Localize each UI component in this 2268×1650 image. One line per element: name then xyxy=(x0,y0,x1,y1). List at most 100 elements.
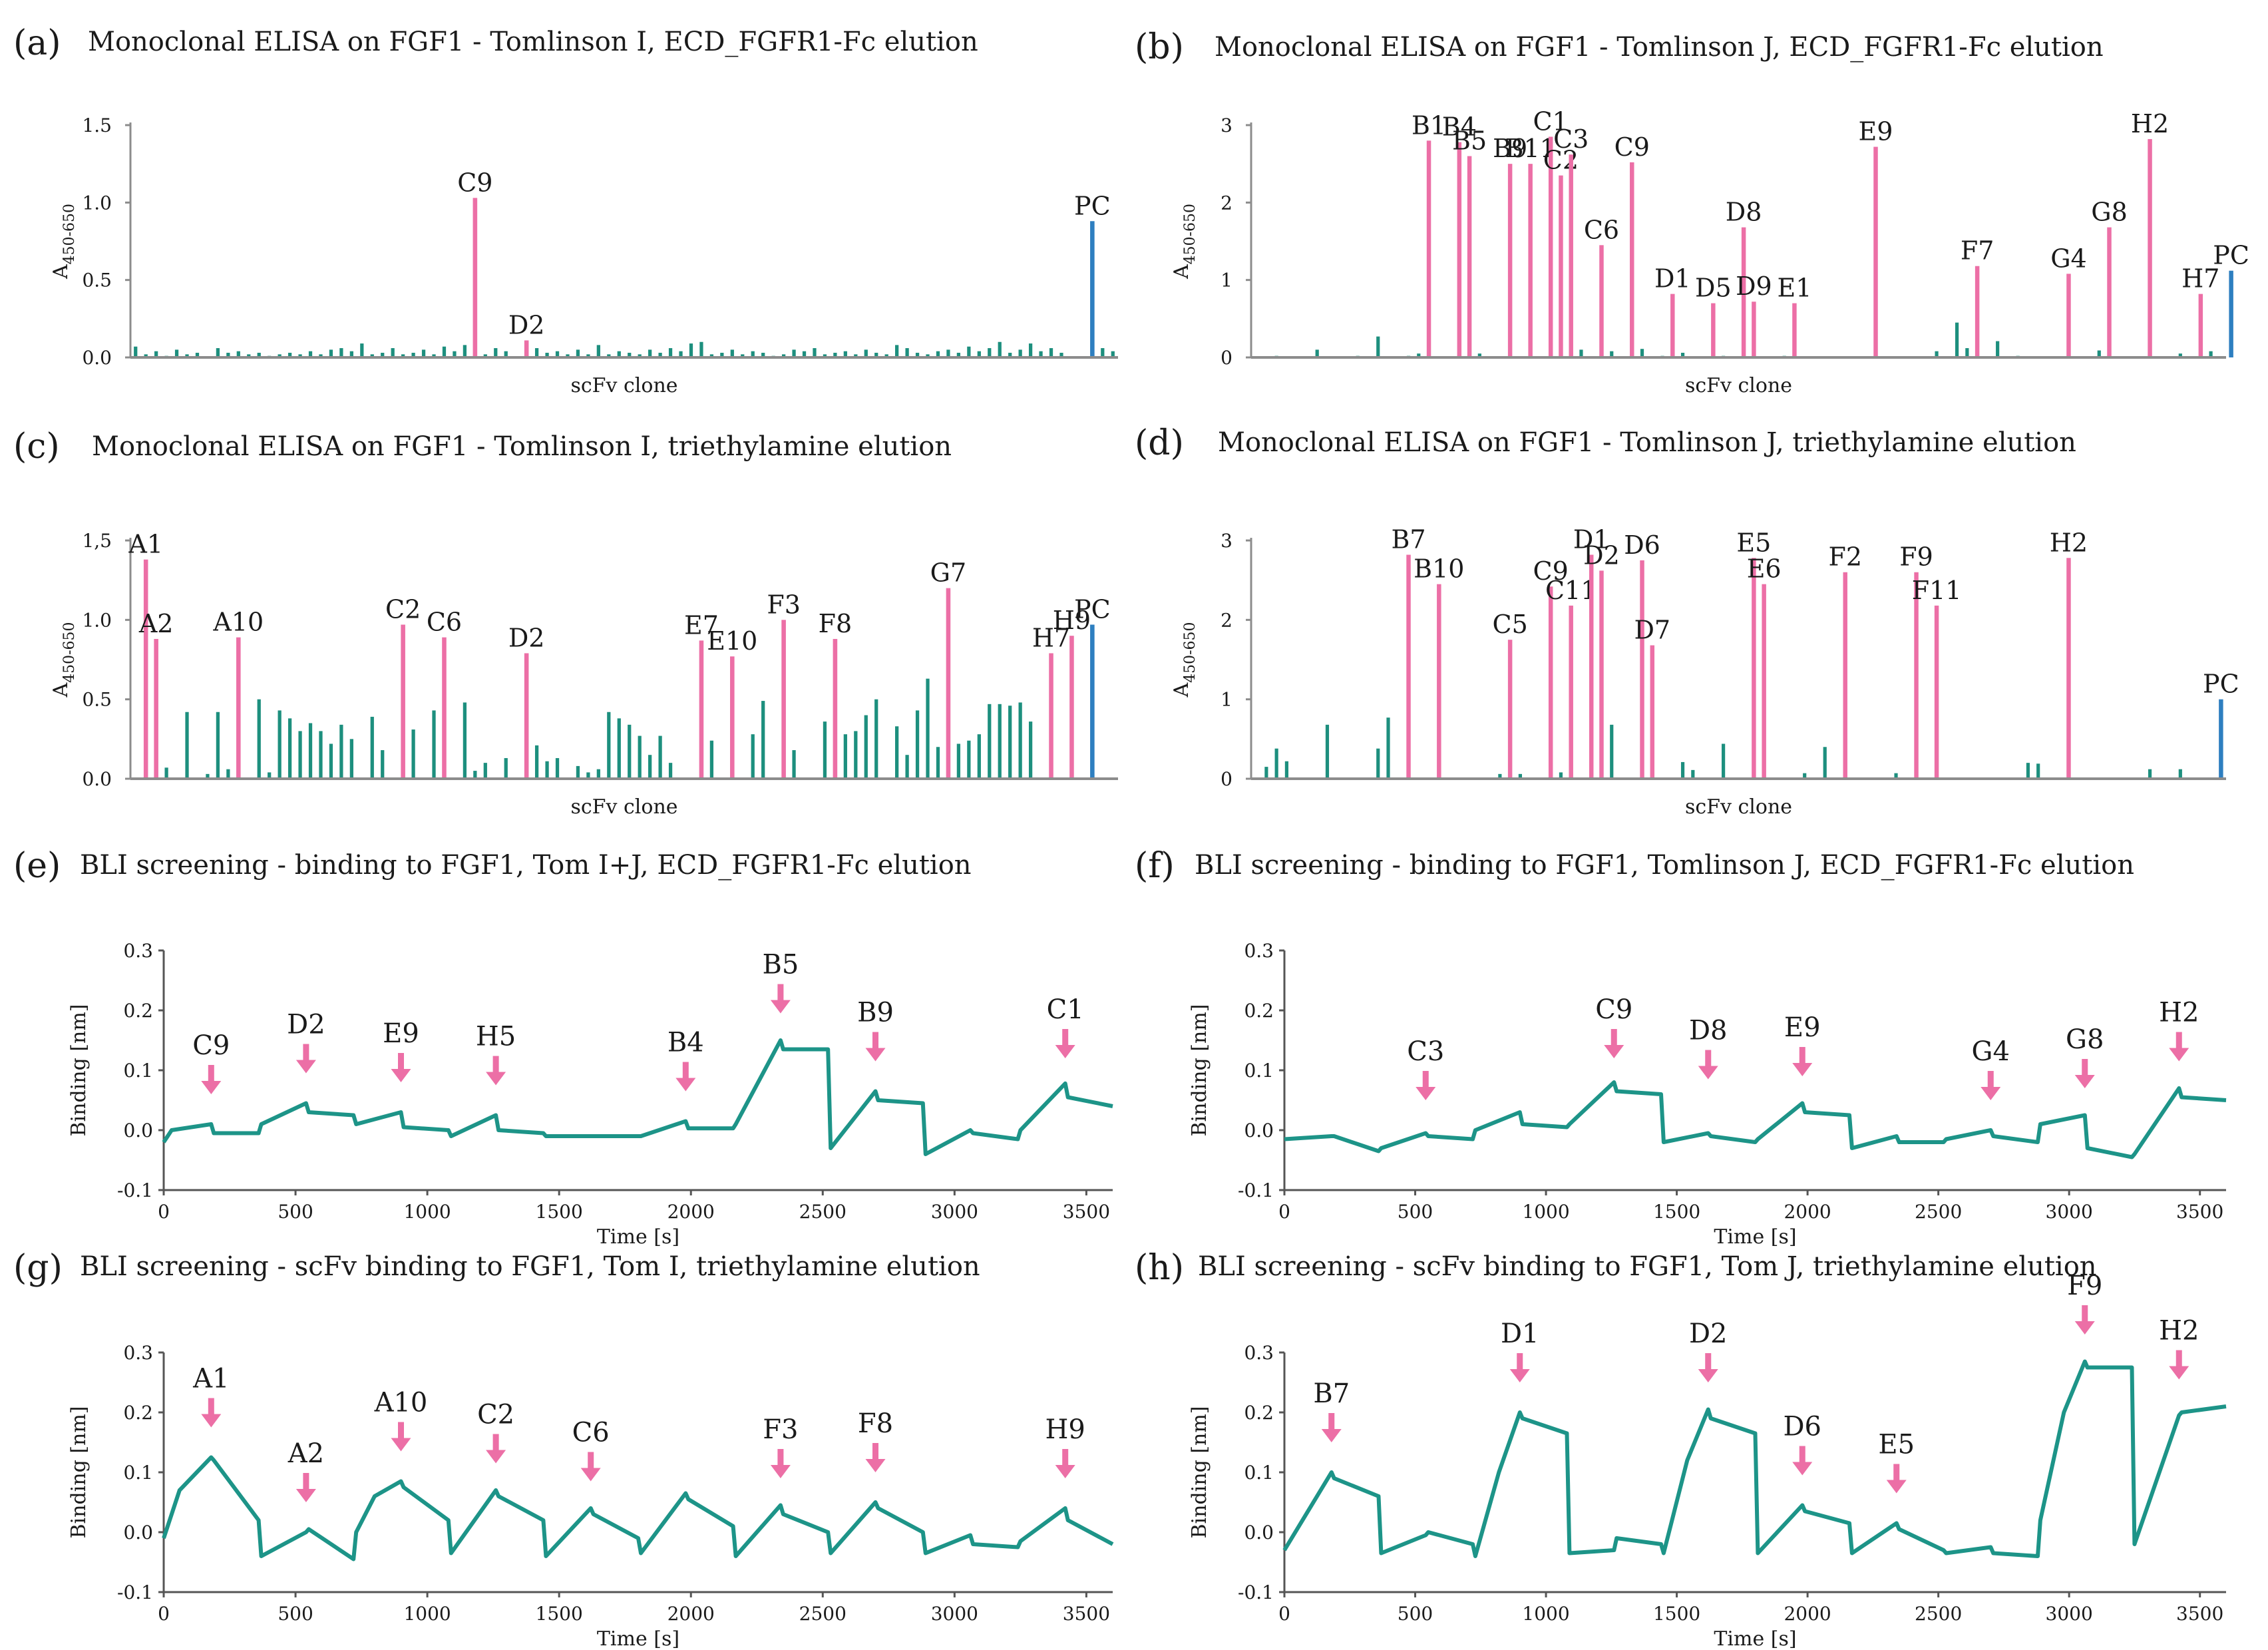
g-arrow-c2: C2 xyxy=(477,1400,514,1464)
a-bar xyxy=(628,353,632,357)
b-bar-d5 xyxy=(1711,303,1716,357)
panel-g-title: BLI screening - scFv binding to FGF1, To… xyxy=(80,1251,980,1282)
c-bar xyxy=(628,724,632,779)
h-x-axis-label: Time [s] xyxy=(1714,1627,1796,1650)
f-xtick-label: 3500 xyxy=(2176,1201,2223,1223)
panel-e-plot: -0.1 0.0 0.1 0.2 0.3 0 500 1000 1500 2000 2500 3000… xyxy=(67,940,1113,1249)
e-y-axis-label: Binding [nm] xyxy=(67,1004,91,1137)
c-bar xyxy=(596,769,600,779)
d-bar-b7 xyxy=(1406,554,1411,779)
a-bar xyxy=(360,343,364,357)
a-bar xyxy=(463,345,467,357)
a-bar xyxy=(216,348,220,357)
h-ytick-label: 0.3 xyxy=(1244,1342,1274,1364)
e-xtick-label: 3500 xyxy=(1063,1201,1110,1223)
d-bar xyxy=(1722,743,1726,779)
h-xtick-label: 1000 xyxy=(1522,1603,1569,1625)
c-bar-label-a10: A10 xyxy=(212,608,264,637)
a-bar xyxy=(134,346,138,357)
g-xtick-label: 0 xyxy=(158,1603,170,1625)
a-bar xyxy=(453,351,457,357)
c-bar xyxy=(668,763,673,779)
g-arrow-c6: C6 xyxy=(572,1418,610,1482)
b-bar-c2 xyxy=(1559,175,1563,357)
c-bar xyxy=(164,767,168,779)
a-bar xyxy=(1008,353,1012,357)
e-arrow-b9-head xyxy=(865,1048,886,1062)
e-arrow-b4: B4 xyxy=(667,1028,704,1092)
c-bar xyxy=(823,722,827,779)
d-bar-label-d6: D6 xyxy=(1624,530,1660,560)
f-arrow-d8: D8 xyxy=(1689,1016,1728,1080)
c-bar-label-c6: C6 xyxy=(427,608,462,637)
g-arrow-a2-label: A2 xyxy=(287,1438,324,1469)
g-xtick-label: 500 xyxy=(278,1603,313,1625)
d-bar-f11 xyxy=(1934,605,1939,779)
d-y-axis-label-sub: 450-650 xyxy=(1182,622,1199,682)
g-arrow-f3-label: F3 xyxy=(763,1414,798,1445)
a-bar xyxy=(236,351,240,357)
a-bar xyxy=(977,351,981,357)
panel-e-title: BLI screening - binding to FGF1, Tom I+J… xyxy=(80,850,972,881)
g-arrow-h9-shaft xyxy=(1062,1449,1069,1466)
c-bar-label-d2: D2 xyxy=(508,623,545,652)
c-bar xyxy=(638,735,642,779)
b-bar-label-pc: PC xyxy=(2213,241,2249,270)
a-bar xyxy=(1101,348,1105,357)
c-bar xyxy=(926,678,930,779)
g-arrow-h9: H9 xyxy=(1045,1414,1085,1478)
e-arrow-b5: B5 xyxy=(762,950,799,1014)
e-xtick-label: 3000 xyxy=(931,1201,978,1223)
a-bar xyxy=(607,354,611,357)
b-bar-b1 xyxy=(1426,140,1431,357)
c-bar-label-e7: E7 xyxy=(684,610,719,640)
a-bar xyxy=(648,349,652,357)
e-binding-curve xyxy=(162,1038,1113,1156)
c-bar-h7 xyxy=(1049,653,1053,779)
e-arrow-c1-label: C1 xyxy=(1047,994,1084,1025)
b-bar xyxy=(1610,351,1614,357)
d-bar xyxy=(1498,773,1502,779)
e-xtick-label: 2000 xyxy=(667,1201,715,1223)
a-bar xyxy=(566,354,570,357)
a-bar xyxy=(905,348,909,357)
panel-f-plot: -0.1 0.0 0.1 0.2 0.3 0 500 1000 1500 2000 2500 3000… xyxy=(1188,940,2227,1249)
d-bar xyxy=(1803,773,1807,779)
d-x-axis-label: scFv clone xyxy=(1685,795,1792,819)
g-arrow-a2-head xyxy=(295,1489,316,1502)
c-bar-a10 xyxy=(236,637,241,779)
a-bar xyxy=(730,349,734,357)
f-arrow-g4-head xyxy=(1981,1087,2001,1100)
b-bar xyxy=(1417,353,1421,357)
e-xtick-label: 2500 xyxy=(799,1201,847,1223)
g-xtick-label: 3500 xyxy=(1063,1603,1110,1625)
g-x-axis-label: Time [s] xyxy=(597,1627,679,1650)
h-arrow-d2-head xyxy=(1698,1369,1718,1382)
a-bar xyxy=(545,353,549,357)
a-bar xyxy=(195,353,200,357)
e-ytick-label: 0.3 xyxy=(123,940,153,962)
g-ytick-label: 0.1 xyxy=(123,1462,153,1484)
h-y-axis-label: Binding [nm] xyxy=(1188,1406,1211,1539)
c-bar xyxy=(905,755,909,779)
a-bar xyxy=(915,353,920,357)
d-bar-pc xyxy=(2219,699,2223,779)
d-bar-c9 xyxy=(1548,586,1553,779)
h-arrow-d1: D1 xyxy=(1501,1319,1539,1382)
c-y-axis-label: A450-650 xyxy=(49,622,78,698)
g-arrow-a10: A10 xyxy=(374,1388,427,1452)
c-y-axis-label-sub: 450-650 xyxy=(61,622,78,682)
a-bar xyxy=(494,348,498,357)
g-arrow-h9-head xyxy=(1055,1465,1075,1478)
g-ytick-label: 0.3 xyxy=(123,1342,153,1364)
e-ytick-label: 0.2 xyxy=(123,1000,153,1022)
c-bar xyxy=(268,772,272,779)
e-xtick-label: 0 xyxy=(158,1201,170,1223)
f-xtick-label: 1000 xyxy=(1522,1201,1569,1223)
f-arrow-g8: G8 xyxy=(2066,1024,2104,1088)
e-xtick-label: 500 xyxy=(278,1201,313,1223)
a-bar xyxy=(988,348,992,357)
d-bar xyxy=(1325,724,1330,779)
f-arrow-e9-label: E9 xyxy=(1784,1012,1821,1043)
d-bar xyxy=(1680,761,1685,779)
